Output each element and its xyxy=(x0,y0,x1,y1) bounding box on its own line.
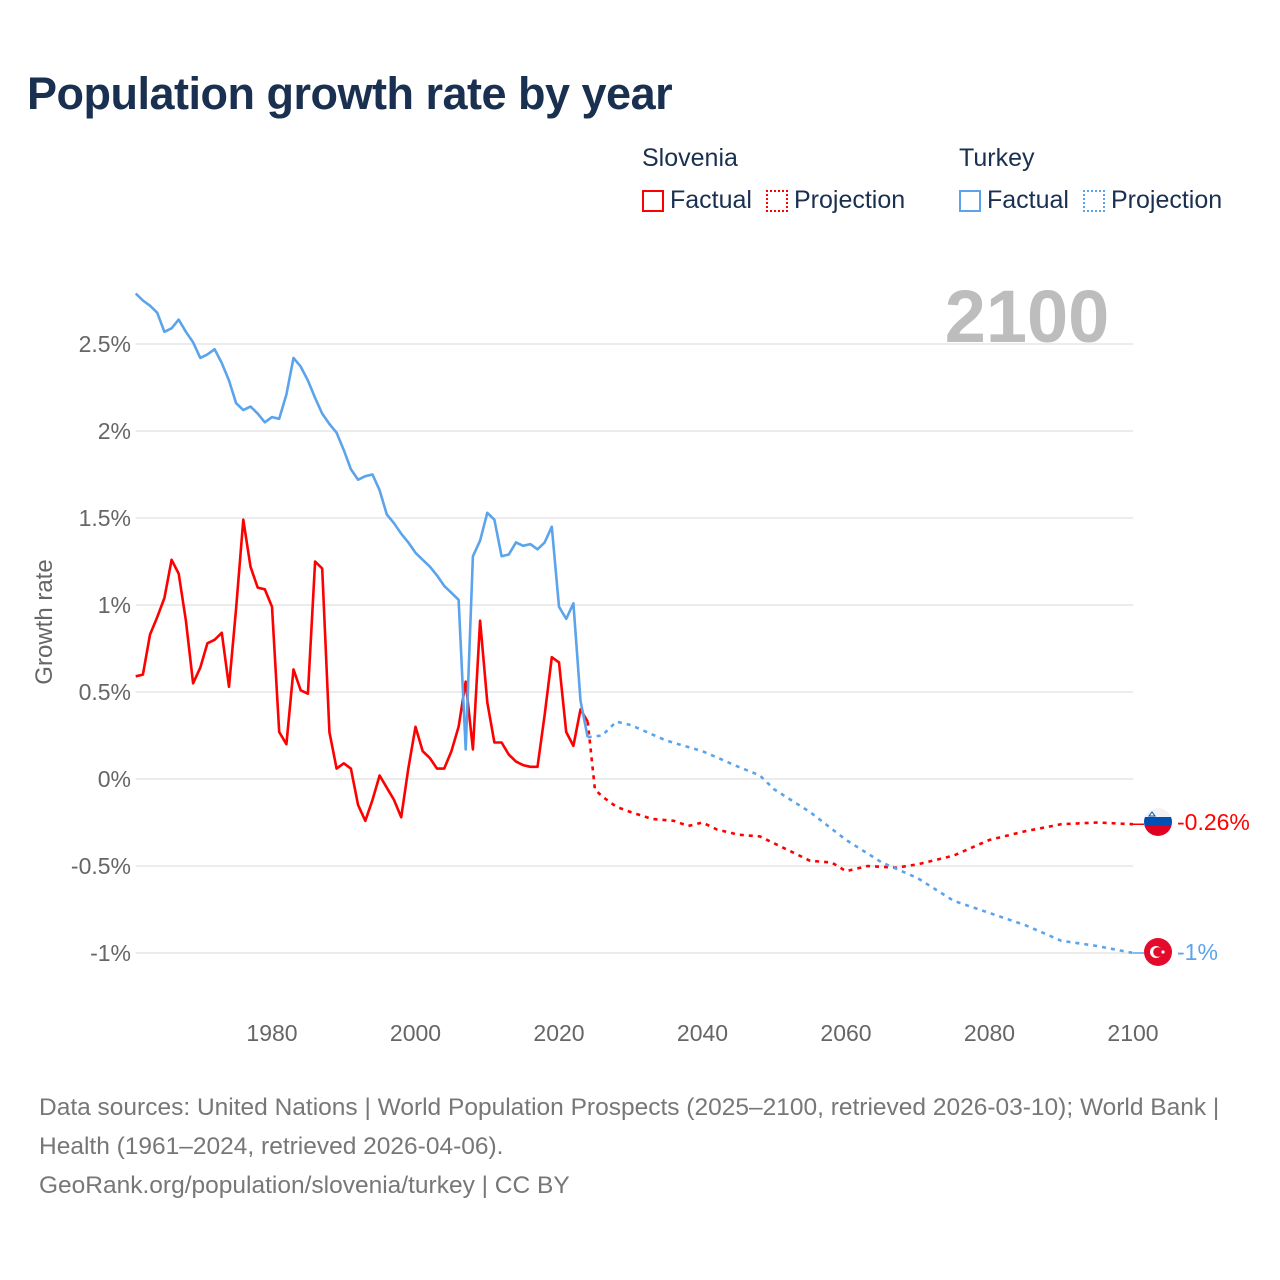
legend-item-slovenia-factual[interactable]: Factual xyxy=(642,186,752,215)
footer: Data sources: United Nations | World Pop… xyxy=(39,1088,1239,1205)
legend-group-turkey: Turkey xyxy=(959,144,1034,173)
turkey-end-value: -1% xyxy=(1177,939,1218,965)
y-tick-label: -0.5% xyxy=(71,853,131,879)
credit-link[interactable]: GeoRank.org/population/slovenia/turkey |… xyxy=(39,1172,570,1199)
legend-group-title: Turkey xyxy=(959,144,1035,172)
x-tick-label: 1980 xyxy=(246,1020,297,1046)
x-tick-label: 2020 xyxy=(533,1020,584,1046)
slovenia-factual-line xyxy=(135,518,589,823)
solid-swatch-icon xyxy=(642,189,664,212)
legend-items-turkey: Factual Projection xyxy=(959,186,1222,215)
dotted-swatch-icon xyxy=(1082,189,1105,212)
page-title: Population growth rate by year xyxy=(27,68,673,119)
gridlines xyxy=(135,343,1133,954)
data-sources: Data sources: United Nations | World Pop… xyxy=(39,1094,1220,1160)
y-tick-label: 0.5% xyxy=(79,679,131,705)
turkey-factual-line xyxy=(134,292,589,751)
x-tick-label: 2040 xyxy=(677,1020,728,1046)
y-tick-label: -1% xyxy=(90,940,131,966)
dotted-swatch-icon xyxy=(765,189,788,212)
y-tick-label: 1.5% xyxy=(79,505,131,531)
x-tick-label: 2080 xyxy=(964,1020,1015,1046)
y-tick-label: 0% xyxy=(98,766,131,792)
legend-item-slovenia-projection[interactable]: Projection xyxy=(765,186,906,215)
x-axis-ticks: 1980 2000 2020 2040 2060 2080 2100 xyxy=(246,1020,1158,1046)
x-tick-label: 2100 xyxy=(1107,1020,1158,1046)
slovenia-end-value: -0.26% xyxy=(1177,809,1250,835)
slovenia-flag-icon xyxy=(1144,808,1172,836)
legend-item-turkey-projection[interactable]: Projection xyxy=(1082,186,1223,215)
legend-label: Projection xyxy=(793,186,906,214)
slovenia-projection-line xyxy=(586,721,1134,873)
legend-group-slovenia: Slovenia xyxy=(642,144,738,173)
turkey-projection-line xyxy=(587,720,1134,955)
series-lines xyxy=(134,292,1144,955)
x-tick-label: 2000 xyxy=(390,1020,441,1046)
x-tick-label: 2060 xyxy=(820,1020,871,1046)
legend-label: Factual xyxy=(670,186,752,214)
legend-label: Factual xyxy=(987,186,1069,214)
legend-label: Projection xyxy=(1110,186,1223,214)
y-tick-label: 2.5% xyxy=(79,331,131,357)
legend-items-slovenia: Factual Projection xyxy=(642,186,905,215)
y-tick-label: 2% xyxy=(98,418,131,444)
turkey-flag-icon xyxy=(1144,938,1172,966)
solid-swatch-icon xyxy=(959,189,981,212)
legend-group-title: Slovenia xyxy=(642,144,738,172)
year-label: 2100 xyxy=(945,275,1110,358)
legend-item-turkey-factual[interactable]: Factual xyxy=(959,186,1069,215)
y-tick-label: 1% xyxy=(98,592,131,618)
y-axis-ticks: -1% -0.5% 0% 0.5% 1% 1.5% 2% 2.5% xyxy=(71,331,131,966)
y-axis-label: Growth rate xyxy=(31,559,58,684)
